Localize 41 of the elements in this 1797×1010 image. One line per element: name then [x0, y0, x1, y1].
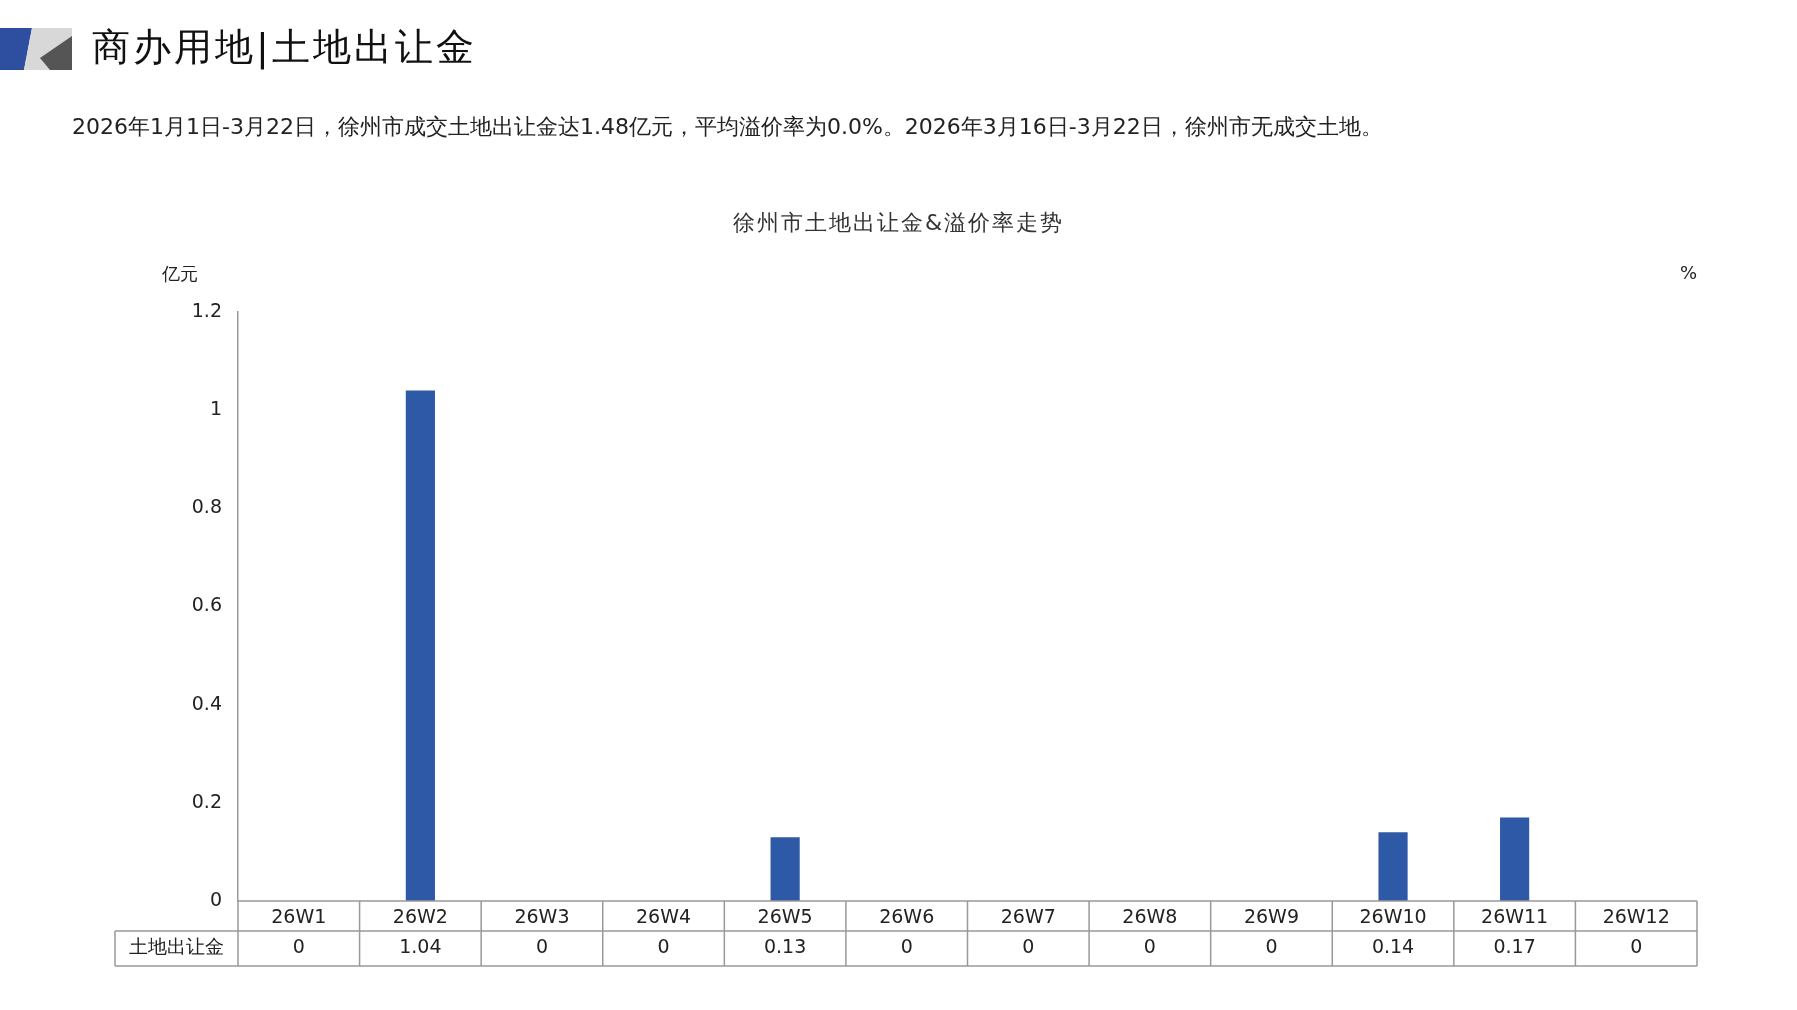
bar: [405, 390, 435, 901]
x-tick-label: 26W9: [1243, 905, 1299, 928]
data-label: 0: [1022, 935, 1035, 958]
data-label: 0.13: [763, 935, 807, 958]
data-label: 0: [1143, 935, 1156, 958]
bar: [1500, 817, 1530, 901]
y-tick-label: 0.8: [191, 495, 222, 518]
x-tick-label: 26W11: [1481, 905, 1549, 928]
x-tick-label: 26W6: [879, 905, 935, 928]
y-tick-label: 1.2: [191, 298, 222, 321]
y2-axis-title: %: [1680, 262, 1698, 283]
data-label: 0.14: [1371, 935, 1415, 958]
x-tick-label: 26W5: [757, 905, 813, 928]
data-label: 0: [657, 935, 670, 958]
text: 徐州市土地出让金&溢价率走势: [731, 209, 1066, 237]
x-tick-label: 26W8: [1122, 905, 1178, 928]
x-tick-label: 26W12: [1602, 905, 1670, 928]
data-label: 0: [900, 935, 913, 958]
y-axis-title: 亿元: [162, 262, 198, 286]
data-label: 0: [1630, 935, 1643, 958]
data-label: 1.04: [399, 935, 442, 958]
y-tick-label: 0.6: [191, 593, 222, 616]
x-tick-label: 26W10: [1359, 905, 1427, 928]
data-label: 0.17: [1493, 935, 1536, 958]
bar: [1378, 832, 1408, 901]
chart-title: 商办用地|土地出让金: [92, 24, 477, 72]
x-tick-label: 26W4: [636, 905, 692, 928]
data-label: 0: [292, 935, 305, 958]
x-tick-label: 26W7: [1000, 905, 1056, 928]
text: 土地出让金: [129, 935, 224, 958]
x-tick-label: 26W3: [514, 905, 570, 928]
bar: [770, 837, 800, 901]
data-label: 0: [535, 935, 549, 958]
y-tick-label: 0.4: [191, 691, 222, 714]
chart-subtitle: 2026年1月1日-3月22日，徐州市成交土地出让金达1.48亿元，平均溢价率为0.0%。2026年3月16日-3月22日，徐州市无成交土地。: [72, 113, 1383, 141]
y-tick-label: 0: [209, 887, 222, 910]
x-tick-label: 26W1: [271, 905, 327, 928]
x-tick-label: 26W2: [392, 905, 448, 928]
y-tick-label: 0.2: [191, 789, 222, 812]
data-label: 0: [1265, 935, 1278, 958]
y-tick-label: 1: [209, 397, 222, 420]
